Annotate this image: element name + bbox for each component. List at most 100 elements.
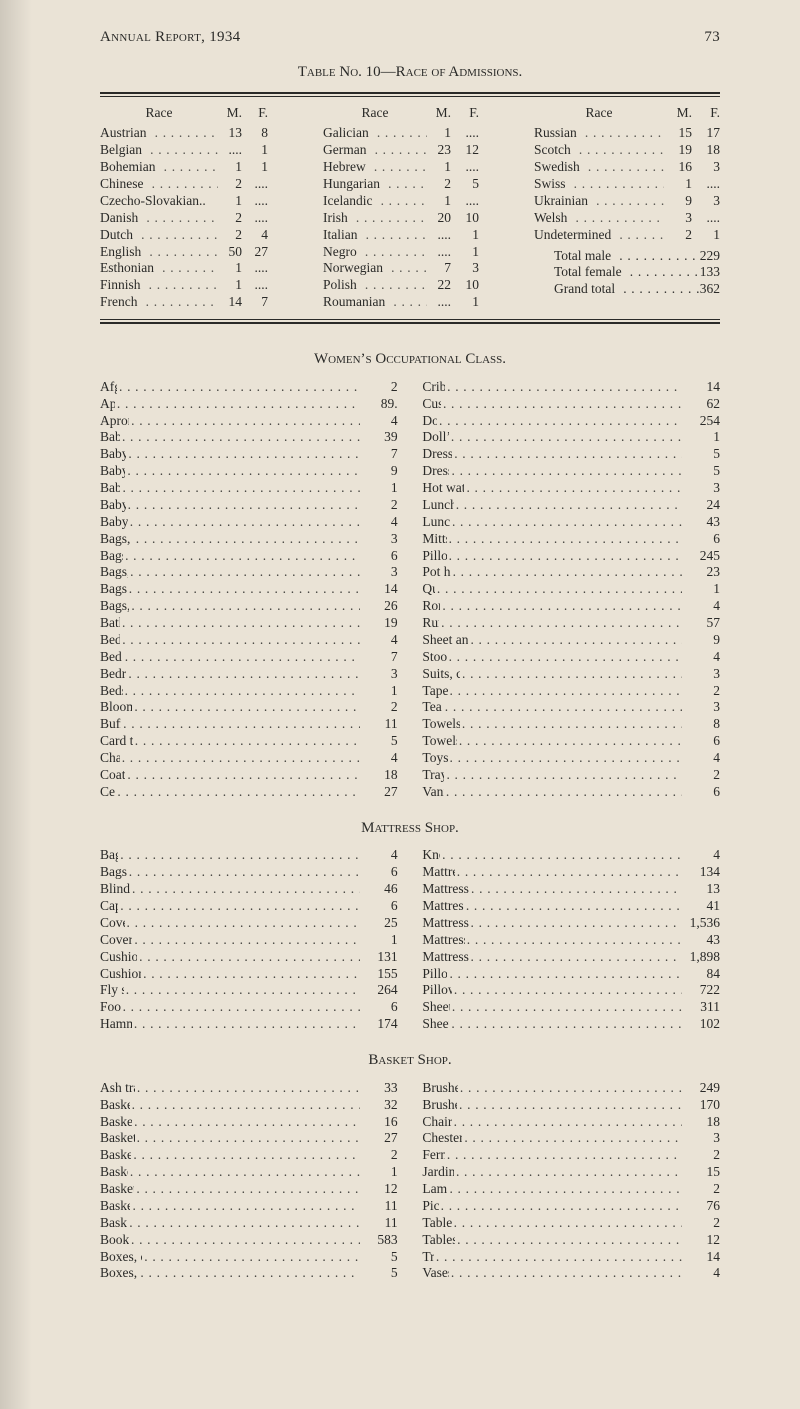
leader-dots: ........................................…	[130, 514, 360, 531]
leader-dots: ........................................…	[129, 1215, 359, 1232]
race-name: Negro	[323, 244, 427, 261]
item-label: Footstools	[100, 999, 121, 1016]
race-total-row: Total female133	[554, 264, 720, 281]
item-value: 57	[684, 615, 720, 632]
race-f-value: 1	[451, 244, 479, 261]
item-value: 311	[684, 999, 720, 1016]
leader-dots: ........................................…	[127, 767, 359, 784]
basket-col-right: Brushes, scrubbing......................…	[422, 1080, 720, 1283]
race-row: Swiss1....	[534, 176, 720, 193]
item-value: 7	[362, 649, 398, 666]
occupational-title: Women’s Occupational Class.	[100, 350, 720, 369]
list-item: Baby booties............................…	[100, 463, 398, 480]
item-label: Suits, child’s knitted	[422, 666, 460, 683]
leader-dots: ........................................…	[446, 767, 682, 784]
item-value: 1,898	[684, 949, 720, 966]
race-f-value: ....	[242, 260, 268, 277]
item-value: 155	[362, 966, 398, 983]
leader-dots: ........................................…	[125, 683, 360, 700]
list-item: Luncheon sets...........................…	[422, 514, 720, 531]
leader-dots: ........................................…	[122, 429, 360, 446]
item-value: 5	[362, 1249, 398, 1266]
leader-dots: ........................................…	[447, 379, 682, 396]
race-m-value: 1	[664, 176, 692, 193]
item-label: Bags, shoes	[100, 548, 123, 565]
race-row: French147	[100, 294, 268, 311]
list-item: Chesterfields repaired..................…	[422, 1130, 720, 1147]
leader-dots: ........................................…	[117, 784, 359, 801]
race-f-value: 1	[451, 294, 479, 311]
item-value: 1	[684, 581, 720, 598]
race-name: Finnish	[100, 277, 218, 294]
mattress-col-right: Kneelers................................…	[422, 847, 720, 1033]
item-label: Pictures	[422, 1198, 438, 1215]
race-f-value: 3	[692, 159, 720, 176]
item-value: 4	[684, 847, 720, 864]
leader-dots: ........................................…	[134, 1114, 360, 1131]
leader-dots: ........................................…	[132, 881, 360, 898]
item-value: 4	[362, 413, 398, 430]
race-name: Austrian	[100, 125, 218, 142]
item-value: 27	[362, 1130, 398, 1147]
race-row: Negro....1	[323, 244, 479, 261]
leader-dots: ........................................…	[471, 949, 682, 966]
list-item: Baskets, lunch..........................…	[100, 1164, 398, 1181]
leader-dots: ........................................…	[449, 1181, 682, 1198]
race-m-value: 2	[218, 176, 242, 193]
list-item: Ash trays—copper........................…	[100, 1080, 398, 1097]
race-row: Galician1....	[323, 125, 479, 142]
race-header-row: RaceM.F.	[100, 105, 268, 122]
leader-dots: ........................................…	[451, 429, 682, 446]
leader-dots: ........................................…	[134, 1016, 360, 1033]
race-m-value: ....	[427, 227, 451, 244]
item-label: Sheets, strong	[422, 1016, 449, 1033]
race-m-value: 1	[218, 277, 242, 294]
list-item: Fern stands.............................…	[422, 1147, 720, 1164]
basket-title: Basket Shop.	[100, 1051, 720, 1070]
item-label: Buffet sets	[100, 716, 121, 733]
race-row: Italian....1	[323, 227, 479, 244]
item-label: Vases, copper	[422, 1265, 448, 1282]
item-value: 62	[684, 396, 720, 413]
race-header-race: Race	[534, 105, 664, 122]
race-name: Norwegian	[323, 260, 427, 277]
leader-dots: ........................................…	[140, 1265, 359, 1282]
race-row: Hebrew1....	[323, 159, 479, 176]
item-value: 2	[684, 1215, 720, 1232]
list-item: Hot water bottle covers.................…	[422, 480, 720, 497]
item-label: Bath mats	[100, 615, 120, 632]
leader-dots: ........................................…	[132, 1097, 360, 1114]
leader-dots: ........................................…	[451, 1265, 682, 1282]
list-item: Books repaired..........................…	[100, 1232, 398, 1249]
list-item: Bags, laundry...........................…	[100, 581, 398, 598]
item-value: 5	[362, 1265, 398, 1282]
list-item: Tables—nested...........................…	[422, 1215, 720, 1232]
race-m-value: 14	[218, 294, 242, 311]
race-f-value: ....	[692, 210, 720, 227]
item-value: 1	[362, 1164, 398, 1181]
race-f-value: 1	[242, 159, 268, 176]
item-label: Chairs repaired	[422, 1114, 451, 1131]
list-item: Vanity sets.............................…	[422, 784, 720, 801]
leader-dots: ........................................…	[125, 548, 360, 565]
race-m-value: 50	[218, 244, 242, 261]
item-value: 27	[362, 784, 398, 801]
race-name: Welsh	[534, 210, 664, 227]
leader-dots: ........................................…	[117, 396, 360, 413]
race-row: Russian1517	[534, 125, 720, 142]
race-m-value: 2	[218, 227, 242, 244]
race-row: Belgian....1	[100, 142, 268, 159]
race-m-value: 1	[427, 193, 451, 210]
race-row: German2312	[323, 142, 479, 159]
item-label: Baby caps	[100, 480, 120, 497]
mattress-table: Bags, ice...............................…	[100, 847, 720, 1033]
race-f-value: 27	[242, 244, 268, 261]
list-item: Covers, bath............................…	[100, 915, 398, 932]
item-value: 7	[362, 446, 398, 463]
leader-dots: ........................................…	[128, 446, 359, 463]
item-label: Chair sets	[100, 750, 120, 767]
item-value: 2	[362, 1147, 398, 1164]
race-f-value: 12	[451, 142, 479, 159]
list-item: Rompers.................................…	[422, 598, 720, 615]
item-value: 16	[362, 1114, 398, 1131]
